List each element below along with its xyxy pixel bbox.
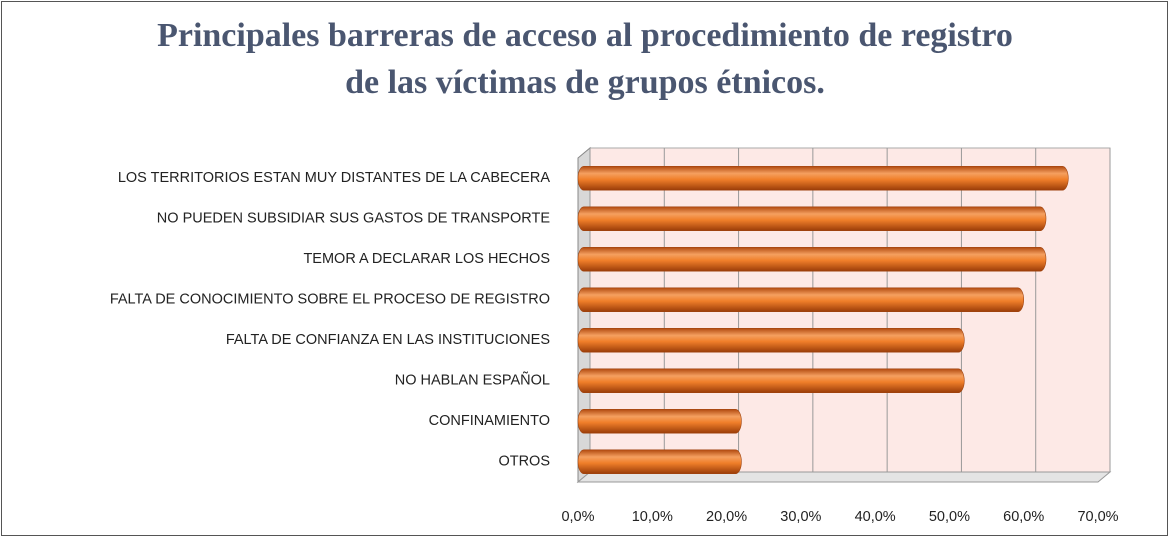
x-tick-label: 60,0% bbox=[1003, 509, 1044, 525]
y-tick-label: CONFINAMIENTO bbox=[429, 413, 550, 429]
chart-title: Principales barreras de acceso al proced… bbox=[157, 17, 1013, 101]
bar bbox=[577, 449, 742, 475]
y-tick-label: TEMOR A DECLARAR LOS HECHOS bbox=[303, 251, 550, 267]
x-tick-label: 10,0% bbox=[632, 509, 673, 525]
x-tick-label: 50,0% bbox=[929, 509, 970, 525]
bar bbox=[577, 287, 1025, 313]
x-tick-label: 0,0% bbox=[561, 509, 594, 525]
x-tick-label: 20,0% bbox=[706, 509, 747, 525]
bar bbox=[577, 408, 742, 434]
y-tick-label: OTROS bbox=[498, 454, 550, 470]
y-tick-label: NO HABLAN ESPAÑOL bbox=[395, 372, 550, 389]
bar bbox=[577, 165, 1069, 191]
y-tick-label: FALTA DE CONOCIMIENTO SOBRE EL PROCESO D… bbox=[110, 292, 550, 308]
x-tick-label: 30,0% bbox=[780, 509, 821, 525]
bar bbox=[577, 206, 1047, 232]
y-tick-label: FALTA DE CONFIANZA EN LAS INSTITUCIONES bbox=[226, 332, 550, 348]
y-tick-label: NO PUEDEN SUBSIDIAR SUS GASTOS DE TRANSP… bbox=[157, 211, 551, 227]
bar bbox=[577, 368, 965, 394]
x-tick-label: 40,0% bbox=[855, 509, 896, 525]
y-tick-label: LOS TERRITORIOS ESTAN MUY DISTANTES DE L… bbox=[118, 170, 550, 186]
bar bbox=[577, 327, 965, 353]
x-tick-label: 70,0% bbox=[1077, 509, 1118, 525]
bar bbox=[577, 246, 1047, 272]
